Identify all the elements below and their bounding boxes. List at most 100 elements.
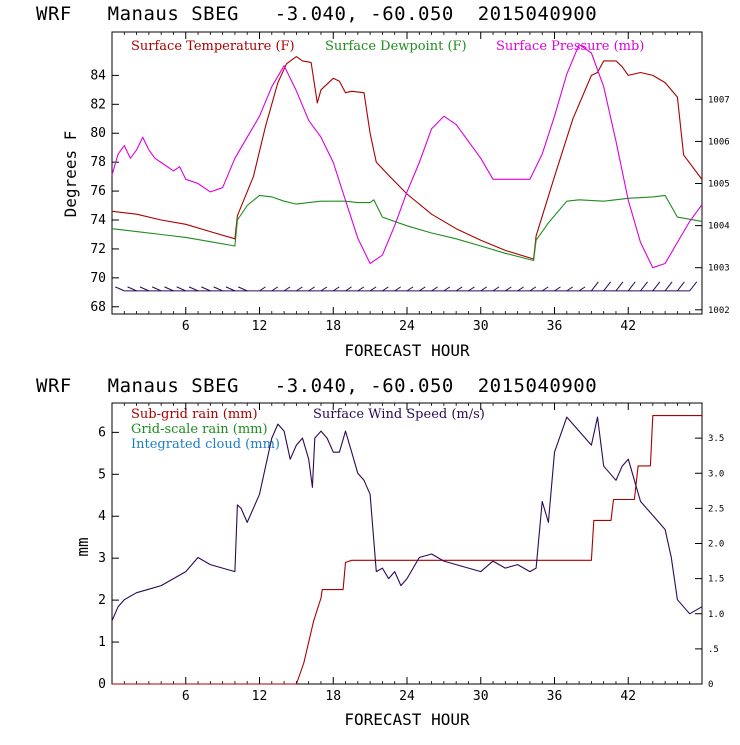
top-y-tick-label: 68	[90, 300, 106, 315]
wind-barb	[431, 286, 438, 292]
top-y-tick-label: 74	[90, 213, 106, 228]
wind-barb	[357, 286, 365, 292]
top-series-group	[111, 44, 703, 269]
bottom-y2-tick-label: 2.5	[708, 504, 724, 514]
top-y-tick-label: 84	[90, 68, 106, 83]
bottom-y-tick-label: 3	[98, 551, 106, 566]
wind-barb	[332, 286, 340, 292]
top-y-tick-label: 80	[90, 126, 106, 141]
bottom-y2-tick-label: 1.0	[708, 610, 724, 620]
bottom-x-tick-label: 24	[399, 689, 415, 704]
wind-barb	[480, 286, 488, 292]
top-y-tick-label: 70	[90, 271, 106, 286]
bottom-x-tick-label: 36	[547, 689, 563, 704]
wind-barb	[419, 286, 426, 292]
bottom-y2-tick-label: .5	[708, 645, 719, 655]
wind-barb	[652, 281, 661, 292]
bottom-y-axis-label: mm	[73, 537, 92, 556]
wind-barb	[151, 286, 162, 292]
wind-barb	[640, 281, 648, 292]
wind-barb	[308, 286, 315, 292]
top-y-axis-left: 68 70 72 74 76 78 80 82 84	[90, 68, 119, 315]
top-y-tick-label: 76	[90, 184, 106, 199]
wind-barb	[213, 286, 223, 292]
wind-barb	[225, 286, 236, 292]
wind-barb	[566, 286, 574, 292]
legend-integrated-cloud: Integrated cloud (mm)	[131, 437, 280, 452]
wind-barb	[492, 286, 500, 292]
legend-surface-wind-speed: Surface Wind Speed (m/s)	[313, 407, 485, 422]
top-x-tick-label: 36	[547, 319, 563, 334]
top-x-tick-label: 42	[620, 319, 636, 334]
wind-barb	[590, 281, 599, 292]
wind-barb	[394, 286, 401, 292]
wind-barb	[320, 286, 328, 292]
bottom-y-axis-left: 0 1 2 3 4 5 6	[98, 425, 119, 692]
bottom-x-tick-label: 6	[182, 689, 190, 704]
bottom-x-axis: 6 12 18 24 30 36 42	[123, 403, 691, 704]
top-y2-tick-label: 1006	[708, 137, 730, 147]
legend-grid-scale-rain: Grid-scale rain (mm)	[131, 422, 268, 437]
sub-grid-rain-line	[112, 415, 702, 685]
wind-barb	[164, 286, 174, 292]
wind-barb	[554, 286, 561, 292]
legend-surface-temperature: Surface Temperature (F)	[131, 39, 295, 54]
wind-barb	[689, 281, 698, 292]
bottom-y2-tick-label: 3.0	[708, 469, 724, 479]
bottom-x-tick-label: 18	[325, 689, 341, 704]
bottom-y2-tick-label: 0	[708, 680, 713, 690]
wind-barb	[578, 286, 586, 292]
top-y2-tick-label: 1002	[708, 306, 730, 316]
wind-barb	[296, 286, 303, 292]
bottom-x-tick-label: 42	[620, 689, 636, 704]
wind-barb	[139, 286, 150, 292]
wind-barb	[455, 286, 463, 292]
legend-surface-pressure: Surface Pressure (mb)	[496, 39, 644, 54]
top-x-tick-label: 6	[182, 319, 190, 334]
wind-barb	[517, 286, 524, 292]
wind-barb	[677, 281, 685, 292]
wind-barb	[505, 286, 512, 292]
wind-barb	[271, 286, 279, 292]
bottom-y-tick-label: 2	[98, 593, 106, 608]
bottom-x-axis-label: FORECAST HOUR	[344, 710, 470, 729]
wind-barb	[529, 286, 537, 292]
wind-barb	[664, 281, 673, 292]
wind-barb	[259, 286, 266, 292]
wind-barb	[201, 286, 211, 292]
surface-pressure-line	[111, 44, 703, 269]
top-y2-tick-label: 1005	[708, 180, 730, 190]
bottom-y-tick-label: 6	[98, 425, 106, 440]
wind-barb	[369, 286, 377, 292]
top-y-axis-right: 1002 1003 1004 1005 1006 1007	[695, 95, 730, 316]
wind-barb	[406, 286, 414, 292]
top-y2-tick-label: 1003	[708, 264, 730, 274]
wind-barb	[615, 281, 624, 292]
top-chart-title: WRF Manaus SBEG -3.040, -60.050 20150409…	[36, 3, 597, 25]
top-chart: WRF Manaus SBEG -3.040, -60.050 20150409…	[36, 3, 730, 360]
top-x-axis: 6 12 18 24 30 36 42	[123, 32, 691, 334]
bottom-x-tick-label: 30	[473, 689, 489, 704]
wind-barb	[468, 286, 475, 292]
bottom-y2-tick-label: 3.5	[708, 434, 724, 444]
legend-surface-dewpoint: Surface Dewpoint (F)	[325, 39, 467, 54]
wind-barb	[443, 286, 451, 292]
wind-barb	[127, 286, 137, 292]
wind-barb	[603, 281, 612, 292]
top-y2-tick-label: 1007	[708, 95, 730, 105]
wind-barb	[627, 281, 636, 292]
bottom-chart: WRF Manaus SBEG -3.040, -60.050 20150409…	[36, 375, 724, 729]
wind-barb	[345, 286, 352, 292]
bottom-y-tick-label: 4	[98, 509, 106, 524]
top-y2-tick-label: 1004	[708, 222, 730, 232]
bottom-chart-title: WRF Manaus SBEG -3.040, -60.050 20150409…	[36, 375, 597, 397]
wind-barb	[115, 286, 125, 292]
wind-barb	[176, 286, 186, 292]
top-y-tick-label: 72	[90, 242, 106, 257]
bottom-y-tick-label: 1	[98, 635, 106, 650]
surface-dewpoint-line	[111, 194, 703, 262]
top-y-tick-label: 82	[90, 97, 106, 112]
legend-sub-grid-rain: Sub-grid rain (mm)	[131, 407, 258, 422]
